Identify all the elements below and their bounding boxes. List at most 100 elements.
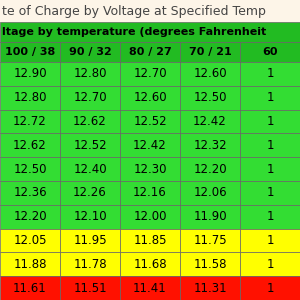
Bar — [120, 134, 180, 157]
Text: 12.05: 12.05 — [13, 234, 47, 247]
Text: 12.20: 12.20 — [13, 210, 47, 223]
Bar — [60, 62, 120, 86]
Text: 12.90: 12.90 — [13, 68, 47, 80]
Text: 1: 1 — [266, 210, 274, 223]
Text: 11.31: 11.31 — [193, 282, 227, 295]
Text: 80 / 27: 80 / 27 — [129, 47, 171, 57]
Text: 1: 1 — [266, 139, 274, 152]
Bar — [180, 252, 240, 276]
Text: 12.36: 12.36 — [13, 186, 47, 200]
Text: 12.62: 12.62 — [73, 115, 107, 128]
Text: 12.00: 12.00 — [133, 210, 167, 223]
Text: 11.75: 11.75 — [193, 234, 227, 247]
Text: 11.58: 11.58 — [193, 258, 227, 271]
Text: 12.20: 12.20 — [193, 163, 227, 176]
Bar — [120, 86, 180, 110]
Text: 12.70: 12.70 — [73, 91, 107, 104]
Bar — [180, 276, 240, 300]
Bar — [60, 276, 120, 300]
Bar — [0, 62, 60, 86]
Text: 12.42: 12.42 — [193, 115, 227, 128]
Text: 1: 1 — [266, 234, 274, 247]
Bar — [180, 157, 240, 181]
Bar — [60, 205, 120, 229]
Text: 12.62: 12.62 — [13, 139, 47, 152]
Bar — [240, 229, 300, 252]
Text: 1: 1 — [266, 186, 274, 200]
Text: 12.10: 12.10 — [73, 210, 107, 223]
Text: 12.72: 12.72 — [13, 115, 47, 128]
Text: 11.61: 11.61 — [13, 282, 47, 295]
Text: 11.90: 11.90 — [193, 210, 227, 223]
Text: 11.51: 11.51 — [73, 282, 107, 295]
Text: 12.80: 12.80 — [13, 91, 47, 104]
Text: 12.60: 12.60 — [193, 68, 227, 80]
Bar — [240, 110, 300, 134]
Bar — [240, 205, 300, 229]
Bar — [240, 252, 300, 276]
Text: 11.85: 11.85 — [133, 234, 167, 247]
Bar — [0, 181, 60, 205]
Bar — [180, 110, 240, 134]
Text: 12.52: 12.52 — [73, 139, 107, 152]
Text: 11.68: 11.68 — [133, 258, 167, 271]
Bar — [240, 42, 300, 62]
Text: 11.95: 11.95 — [73, 234, 107, 247]
Bar — [0, 276, 60, 300]
Bar — [120, 62, 180, 86]
Bar — [60, 110, 120, 134]
Bar — [0, 229, 60, 252]
Text: 11.78: 11.78 — [73, 258, 107, 271]
Text: 11.88: 11.88 — [13, 258, 47, 271]
Bar — [60, 42, 120, 62]
Text: 60: 60 — [262, 47, 278, 57]
Text: 12.50: 12.50 — [13, 163, 47, 176]
Bar — [180, 86, 240, 110]
Text: 12.50: 12.50 — [193, 91, 227, 104]
Bar — [240, 157, 300, 181]
Bar — [120, 181, 180, 205]
Text: 12.16: 12.16 — [133, 186, 167, 200]
Bar — [120, 42, 180, 62]
Text: 11.41: 11.41 — [133, 282, 167, 295]
Bar — [0, 110, 60, 134]
Bar — [60, 157, 120, 181]
Bar — [120, 252, 180, 276]
Bar — [180, 42, 240, 62]
Text: 12.42: 12.42 — [133, 139, 167, 152]
Text: 1: 1 — [266, 115, 274, 128]
Bar — [240, 62, 300, 86]
Text: 70 / 21: 70 / 21 — [189, 47, 231, 57]
Text: te of Charge by Voltage at Specified Temp: te of Charge by Voltage at Specified Tem… — [2, 4, 266, 17]
Bar — [60, 134, 120, 157]
Bar — [120, 229, 180, 252]
Bar — [120, 157, 180, 181]
Bar — [0, 205, 60, 229]
Text: 1: 1 — [266, 282, 274, 295]
Text: 12.70: 12.70 — [133, 68, 167, 80]
Bar — [60, 252, 120, 276]
Text: 1: 1 — [266, 91, 274, 104]
Bar — [180, 134, 240, 157]
Bar — [60, 86, 120, 110]
Text: 12.80: 12.80 — [73, 68, 107, 80]
Text: 1: 1 — [266, 163, 274, 176]
Text: ltage by temperature (degrees Fahrenheit: ltage by temperature (degrees Fahrenheit — [2, 27, 266, 37]
Bar — [180, 205, 240, 229]
Text: 12.60: 12.60 — [133, 91, 167, 104]
Bar — [180, 181, 240, 205]
Bar — [240, 276, 300, 300]
Text: 12.52: 12.52 — [133, 115, 167, 128]
Bar — [0, 157, 60, 181]
Bar — [0, 42, 60, 62]
Text: 100 / 38: 100 / 38 — [5, 47, 55, 57]
Bar — [0, 252, 60, 276]
Text: 90 / 32: 90 / 32 — [69, 47, 111, 57]
Bar — [0, 0, 300, 22]
Bar — [240, 134, 300, 157]
Bar — [120, 276, 180, 300]
Text: 12.30: 12.30 — [133, 163, 167, 176]
Bar — [120, 205, 180, 229]
Bar — [180, 62, 240, 86]
Text: 1: 1 — [266, 258, 274, 271]
